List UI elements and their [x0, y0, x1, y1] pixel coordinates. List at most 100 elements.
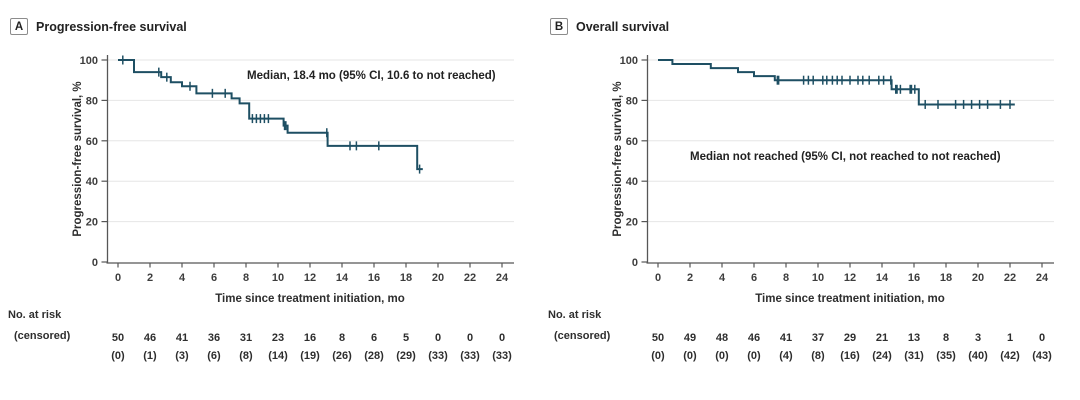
x-tick-label: 2	[147, 272, 153, 284]
x-tick-label: 16	[368, 272, 380, 284]
at-risk-count: 1	[1007, 332, 1013, 344]
x-tick-label: 10	[272, 272, 284, 284]
x-tick-label: 8	[243, 272, 249, 284]
x-tick-label: 18	[400, 272, 412, 284]
at-risk-count: 31	[240, 332, 252, 344]
risk-table-label: No. at risk	[8, 309, 62, 321]
km-step-curve	[118, 59, 423, 171]
x-tick-label: 20	[432, 272, 444, 284]
censored-count: (28)	[364, 350, 384, 362]
x-tick-label: 6	[751, 272, 757, 284]
x-tick-label: 18	[940, 272, 952, 284]
censored-table-label: (censored)	[554, 330, 611, 342]
censored-count: (8)	[239, 350, 253, 362]
x-tick-label: 0	[115, 272, 121, 284]
x-tick-label: 14	[876, 272, 889, 284]
at-risk-count: 36	[208, 332, 220, 344]
x-tick-label: 12	[844, 272, 856, 284]
panel-header: A Progression-free survival	[10, 18, 187, 35]
censored-count: (33)	[428, 350, 448, 362]
censored-count: (0)	[715, 350, 729, 362]
panel-letter-badge: A	[10, 18, 28, 35]
x-tick-label: 24	[1036, 272, 1049, 284]
x-tick-label: 4	[719, 272, 726, 284]
censored-count: (33)	[460, 350, 480, 362]
censored-count: (33)	[492, 350, 512, 362]
at-risk-count: 50	[652, 332, 664, 344]
at-risk-count: 8	[943, 332, 949, 344]
at-risk-count: 46	[144, 332, 156, 344]
panel-overall-survival: B Overall survival Median not reached (9…	[540, 0, 1080, 400]
panel-header: B Overall survival	[550, 18, 669, 35]
at-risk-count: 46	[748, 332, 760, 344]
at-risk-count: 3	[975, 332, 981, 344]
censored-count: (3)	[175, 350, 189, 362]
at-risk-count: 0	[499, 332, 505, 344]
median-annotation: Median, 18.4 mo (95% CI, 10.6 to not rea…	[247, 70, 496, 82]
x-tick-label: 16	[908, 272, 920, 284]
y-tick-label: 80	[626, 95, 638, 107]
risk-table-label: No. at risk	[548, 309, 602, 321]
censored-count: (29)	[396, 350, 416, 362]
at-risk-count: 0	[435, 332, 441, 344]
censored-count: (42)	[1000, 350, 1020, 362]
at-risk-count: 6	[371, 332, 377, 344]
x-tick-label: 2	[687, 272, 693, 284]
censored-count: (8)	[811, 350, 825, 362]
panel-title: Overall survival	[576, 19, 670, 34]
x-tick-label: 8	[783, 272, 789, 284]
censored-count: (26)	[332, 350, 352, 362]
x-tick-label: 22	[1004, 272, 1016, 284]
at-risk-count: 5	[403, 332, 409, 344]
at-risk-count: 16	[304, 332, 316, 344]
y-tick-label: 20	[626, 217, 638, 229]
y-tick-label: 0	[92, 257, 98, 269]
y-tick-label: 100	[80, 55, 98, 67]
y-tick-label: 0	[632, 257, 638, 269]
at-risk-count: 37	[812, 332, 824, 344]
censored-count: (0)	[111, 350, 125, 362]
censored-count: (1)	[143, 350, 157, 362]
at-risk-count: 49	[684, 332, 696, 344]
at-risk-count: 8	[339, 332, 345, 344]
x-tick-label: 0	[655, 272, 661, 284]
x-tick-label: 6	[211, 272, 217, 284]
censored-count: (24)	[872, 350, 892, 362]
x-tick-label: 4	[179, 272, 186, 284]
km-chart-pfs: 020406080100050(0)246(1)441(3)636(6)831(…	[80, 55, 514, 362]
x-tick-label: 14	[336, 272, 349, 284]
y-tick-label: 60	[626, 136, 638, 148]
x-axis-title: Time since treatment initiation, mo	[755, 293, 945, 305]
x-tick-label: 24	[496, 272, 509, 284]
median-annotation: Median not reached (95% CI, not reached …	[690, 151, 1001, 163]
x-tick-label: 20	[972, 272, 984, 284]
at-risk-count: 0	[467, 332, 473, 344]
censored-count: (16)	[840, 350, 860, 362]
censored-count: (19)	[300, 350, 320, 362]
censored-table-label: (censored)	[14, 330, 71, 342]
y-tick-label: 40	[626, 176, 638, 188]
at-risk-count: 50	[112, 332, 124, 344]
censored-count: (35)	[936, 350, 956, 362]
km-chart-os: 020406080100050(0)249(0)448(0)646(0)841(…	[620, 55, 1054, 362]
censored-count: (4)	[779, 350, 793, 362]
at-risk-count: 0	[1039, 332, 1045, 344]
at-risk-count: 48	[716, 332, 728, 344]
panel-progression-free-survival: A Progression-free survival Median, 18.4…	[8, 18, 514, 362]
censored-count: (6)	[207, 350, 221, 362]
censored-count: (43)	[1032, 350, 1052, 362]
at-risk-count: 23	[272, 332, 284, 344]
at-risk-count: 41	[176, 332, 188, 344]
km-step-curve	[658, 59, 1015, 106]
y-tick-label: 20	[86, 217, 98, 229]
x-axis-title: Time since treatment initiation, mo	[215, 293, 405, 305]
at-risk-count: 29	[844, 332, 856, 344]
y-tick-label: 40	[86, 176, 98, 188]
x-tick-label: 12	[304, 272, 316, 284]
censored-count: (0)	[651, 350, 665, 362]
y-tick-label: 100	[620, 55, 638, 67]
at-risk-count: 41	[780, 332, 792, 344]
censored-count: (0)	[747, 350, 761, 362]
y-tick-label: 60	[86, 136, 98, 148]
